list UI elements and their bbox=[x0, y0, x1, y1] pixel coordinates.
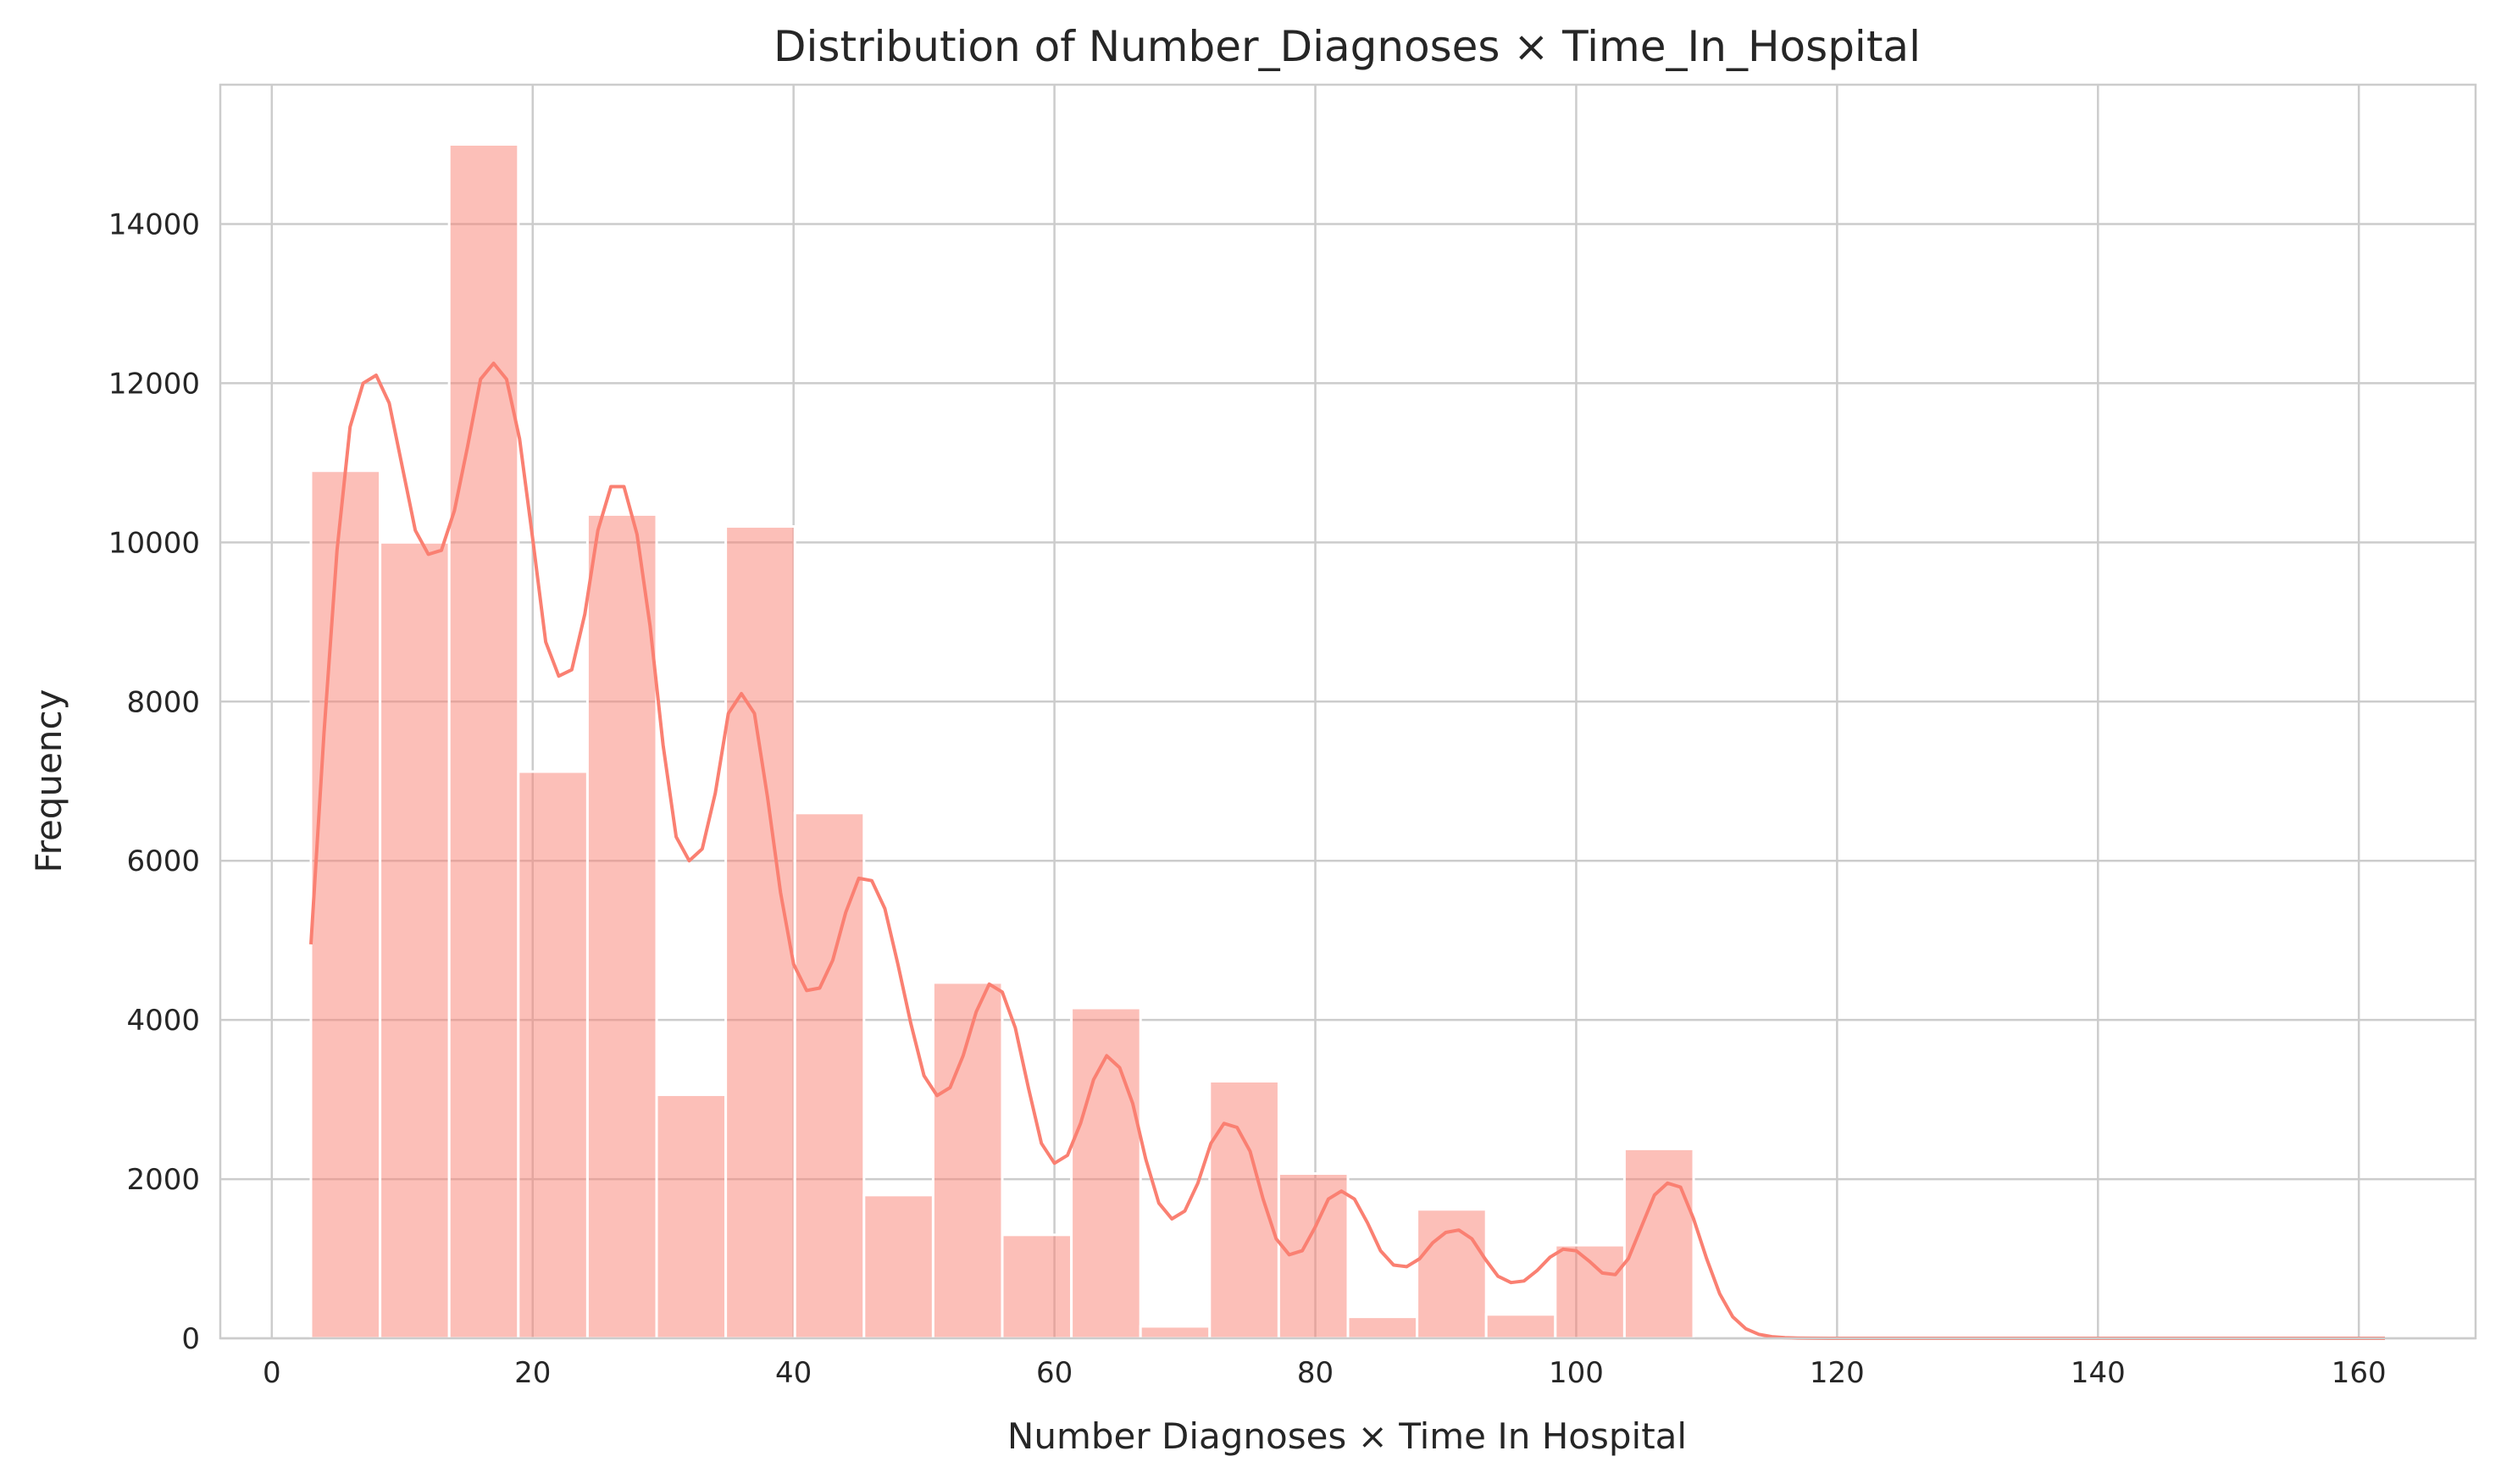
histogram-bar bbox=[655, 1093, 728, 1340]
histogram-bar bbox=[862, 1193, 934, 1340]
y-tick-label: 4000 bbox=[126, 1004, 200, 1038]
histogram-bar bbox=[1484, 1313, 1557, 1340]
x-tick-label: 40 bbox=[775, 1356, 812, 1390]
histogram-bar bbox=[793, 811, 866, 1340]
y-tick-label: 14000 bbox=[108, 208, 200, 241]
x-tick-label: 0 bbox=[263, 1356, 281, 1390]
histogram-bar bbox=[517, 770, 589, 1340]
kde-curve-layer bbox=[309, 361, 2385, 1340]
histogram-bar bbox=[1346, 1315, 1419, 1340]
histogram-bar bbox=[1416, 1208, 1488, 1340]
histogram-bar bbox=[1208, 1079, 1280, 1340]
y-tick-label: 2000 bbox=[126, 1163, 200, 1197]
histogram-bar bbox=[447, 142, 520, 1340]
histogram-bar bbox=[931, 981, 1004, 1340]
histogram-bar bbox=[724, 525, 796, 1340]
x-tick-label: 120 bbox=[1810, 1356, 1865, 1390]
y-tick-label: 8000 bbox=[126, 685, 200, 719]
histogram-bar bbox=[309, 469, 382, 1340]
x-tick-label: 60 bbox=[1036, 1356, 1073, 1390]
y-tick-label: 10000 bbox=[108, 526, 200, 560]
chart-title: Distribution of Number_Diagnoses × Time_… bbox=[774, 22, 1921, 71]
histogram-bar bbox=[585, 512, 658, 1340]
histogram-bar bbox=[1070, 1006, 1142, 1340]
x-tick-label: 160 bbox=[2332, 1356, 2387, 1390]
histogram-bar bbox=[1554, 1243, 1626, 1340]
x-tick-label: 80 bbox=[1297, 1356, 1334, 1390]
x-tick-label: 100 bbox=[1549, 1356, 1604, 1390]
plot-frame bbox=[219, 83, 2477, 1340]
y-axis-ticks: 0 2000 4000 6000 8000 10000 12000 14000 bbox=[108, 208, 200, 1356]
kde-curve bbox=[309, 361, 2385, 1340]
histogram-bar bbox=[379, 540, 451, 1340]
x-axis-label: Number Diagnoses × Time In Hospital bbox=[1007, 1415, 1687, 1457]
histogram-bar bbox=[1139, 1325, 1212, 1340]
x-tick-label: 140 bbox=[2071, 1356, 2126, 1390]
histogram-bar bbox=[1001, 1233, 1073, 1340]
y-tick-label: 12000 bbox=[108, 367, 200, 401]
y-tick-label: 6000 bbox=[126, 844, 200, 878]
x-axis-ticks: 0 20 40 60 80 100 120 140 160 bbox=[263, 1356, 2387, 1390]
histogram-bars bbox=[309, 142, 1695, 1340]
y-tick-label: 0 bbox=[181, 1322, 200, 1356]
x-tick-label: 20 bbox=[514, 1356, 551, 1390]
y-axis-label: Frequency bbox=[28, 689, 69, 873]
